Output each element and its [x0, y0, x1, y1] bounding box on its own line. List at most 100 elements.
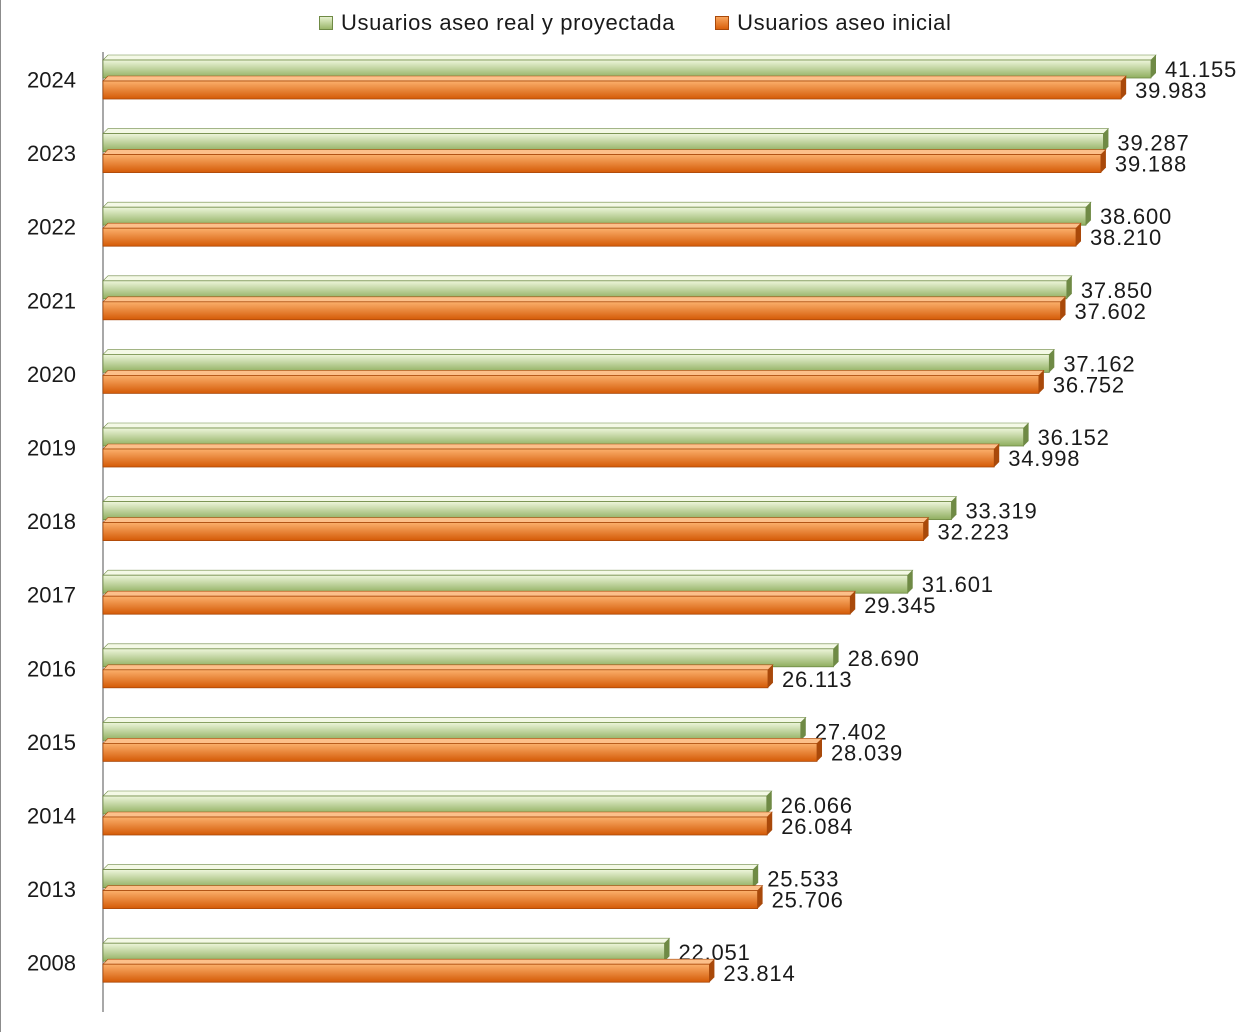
bar-top-face — [102, 222, 1082, 229]
data-label-real-proyectada: 36.152 — [1038, 425, 1110, 450]
bar-real-proyectada — [102, 869, 754, 888]
data-label-inicial: 39.983 — [1135, 78, 1207, 103]
data-label-real-proyectada: 31.601 — [922, 572, 994, 597]
bar-real-proyectada — [102, 722, 802, 741]
bar-real-proyectada — [102, 942, 665, 962]
y-tick-label: 2021 — [27, 288, 76, 313]
bar-side-face — [1103, 128, 1109, 152]
bar-real-proyectada — [102, 648, 834, 668]
bar-real-proyectada — [102, 133, 1104, 153]
bar-real-proyectada — [102, 353, 1050, 373]
data-label-real-proyectada: 39.287 — [1117, 131, 1189, 156]
bar-side-face — [1023, 423, 1029, 446]
y-tick-label: 2016 — [27, 656, 76, 681]
data-label-inicial: 29.345 — [864, 593, 936, 618]
bar-top-face — [102, 296, 1067, 303]
bar-side-face — [951, 496, 957, 520]
bar-top-face — [102, 937, 671, 944]
data-label-inicial: 26.113 — [782, 667, 852, 692]
bar-side-face — [850, 591, 856, 615]
bar-top-face — [102, 496, 958, 502]
bar-real-proyectada — [102, 280, 1068, 300]
bar-side-face — [753, 864, 759, 888]
bar-inicial — [102, 448, 995, 468]
bar-top-face — [102, 738, 823, 744]
bar-top-face — [102, 958, 716, 965]
bar-top-face — [102, 201, 1092, 208]
bar-top-face — [102, 349, 1056, 355]
y-tick-label: 2014 — [27, 804, 76, 829]
bar-side-face — [757, 885, 763, 909]
bar-top-face — [102, 128, 1110, 134]
bar-side-face — [767, 664, 773, 688]
bar-inicial — [102, 522, 924, 541]
data-label-inicial: 23.814 — [723, 961, 795, 986]
bar-top-face — [102, 443, 1000, 450]
bar-side-face — [907, 570, 913, 594]
bar-side-face — [817, 738, 823, 762]
y-tick-label: 2019 — [27, 436, 76, 461]
bar-top-face — [102, 811, 773, 818]
bar-top-face — [102, 569, 914, 576]
bar-inicial — [102, 374, 1040, 394]
bar-side-face — [994, 444, 1000, 467]
bar-top-face — [102, 590, 856, 597]
bar-side-face — [833, 643, 839, 667]
bar-real-proyectada — [102, 59, 1152, 79]
bar-top-face — [102, 717, 807, 723]
bar-real-proyectada — [102, 574, 909, 594]
legend-label-inicial: Usuarios aseo inicial — [737, 10, 952, 35]
legend: Usuarios aseo real y proyectada Usuarios… — [319, 10, 951, 36]
bar-real-proyectada — [102, 795, 768, 815]
bar-inicial — [102, 743, 818, 762]
legend-swatch-real-proyectada — [319, 16, 333, 30]
bar-side-face — [1038, 370, 1044, 394]
bar-top-face — [102, 643, 840, 650]
data-label-inicial: 25.706 — [772, 888, 844, 913]
bar-top-face — [102, 885, 764, 891]
y-tick-label: 2013 — [27, 877, 76, 902]
y-tick-label: 2008 — [27, 951, 76, 976]
data-label-real-proyectada: 25.533 — [767, 867, 839, 892]
y-tick-label: 2018 — [27, 509, 76, 534]
data-label-real-proyectada: 28.690 — [848, 646, 920, 671]
bar-top-face — [102, 370, 1045, 376]
bar-side-face — [923, 517, 929, 541]
bar-side-face — [1060, 296, 1066, 320]
bar-top-face — [102, 790, 773, 797]
bar-top-face — [102, 422, 1030, 429]
data-label-real-proyectada: 37.850 — [1081, 278, 1153, 303]
bar-top-face — [102, 54, 1157, 61]
bar-inicial — [102, 595, 851, 615]
y-tick-label: 2015 — [27, 730, 76, 755]
bar-inicial — [102, 669, 769, 689]
bar-side-face — [1151, 55, 1156, 78]
y-tick-label: 2023 — [27, 141, 76, 166]
bar-side-face — [1049, 349, 1055, 373]
bar-inicial — [102, 816, 768, 836]
y-tick-label: 2017 — [27, 583, 76, 608]
bar-side-face — [766, 791, 772, 814]
bar-real-proyectada — [102, 427, 1025, 447]
y-tick-label: 2024 — [27, 68, 76, 93]
data-label-inicial: 36.752 — [1053, 372, 1125, 397]
data-label-inicial: 32.223 — [938, 520, 1010, 545]
bar-inicial — [102, 227, 1077, 247]
bar-top-face — [102, 149, 1107, 155]
y-tick-label: 2020 — [27, 362, 76, 387]
bar-top-face — [102, 275, 1073, 282]
bar-side-face — [1076, 223, 1082, 247]
bar-top-face — [102, 75, 1127, 82]
bar-top-face — [102, 664, 774, 671]
data-label-real-proyectada: 37.162 — [1063, 351, 1135, 376]
data-label-inicial: 38.210 — [1090, 225, 1162, 250]
bar-top-face — [102, 517, 930, 523]
legend-swatch-inicial — [715, 16, 730, 30]
bar-side-face — [767, 812, 773, 835]
data-label-real-proyectada: 26.066 — [781, 793, 853, 818]
bar-real-proyectada — [102, 501, 952, 521]
bar-side-face — [800, 717, 806, 741]
legend-label-real-proyectada: Usuarios aseo real y proyectada — [341, 10, 676, 35]
